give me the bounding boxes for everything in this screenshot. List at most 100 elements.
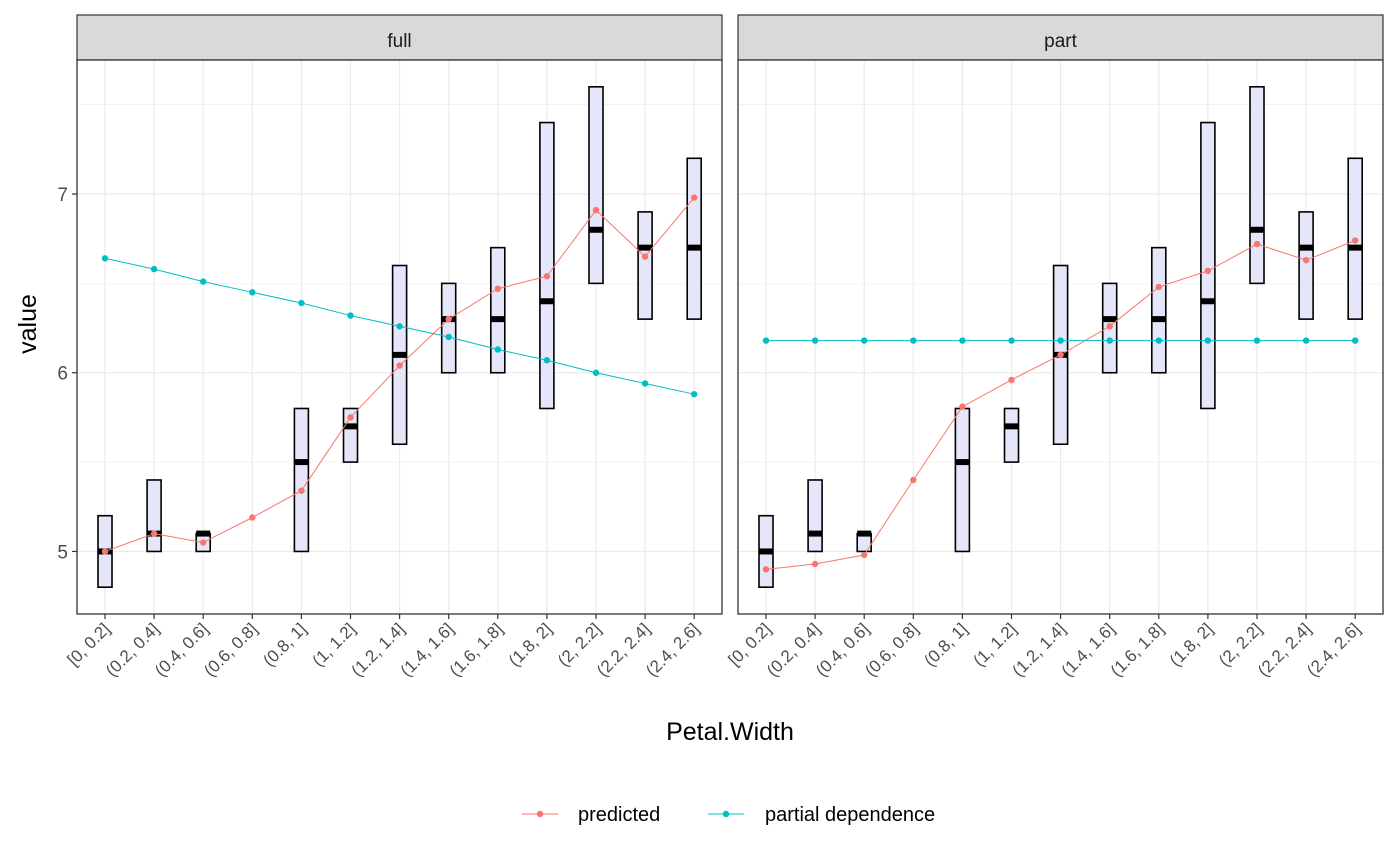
range-box	[954, 407, 971, 553]
x-tick-label: (2.4, 2.6]	[642, 619, 703, 680]
x-tick-label: (1.4, 1.6]	[1058, 619, 1119, 680]
range-box	[539, 121, 555, 410]
y-tick-label: 7	[57, 185, 68, 206]
x-tick-label: (2.4, 2.6]	[1303, 619, 1364, 680]
data-point-partial-dependence	[1204, 337, 1212, 344]
x-tick-label: (1.4, 1.6]	[397, 619, 458, 680]
data-point-partial-dependence	[101, 255, 109, 262]
range-box	[1151, 246, 1167, 374]
y-axis-title: value	[14, 294, 42, 354]
data-point-partial-dependence	[249, 289, 256, 296]
data-point-predicted	[910, 476, 917, 484]
x-axis-title: Petal.Width	[666, 718, 794, 746]
data-point-predicted	[494, 285, 501, 292]
data-point-predicted	[691, 194, 698, 201]
data-point-partial-dependence	[861, 337, 868, 344]
data-point-partial-dependence	[347, 312, 354, 319]
data-point-partial-dependence	[1008, 337, 1015, 344]
data-point-predicted	[150, 530, 158, 537]
facet-label: full	[387, 31, 411, 52]
legend-item: predicted	[522, 804, 660, 826]
data-point-partial-dependence	[691, 390, 698, 398]
range-box	[1003, 407, 1020, 463]
data-point-predicted	[1253, 240, 1261, 248]
data-point-partial-dependence	[494, 346, 501, 353]
data-point-predicted	[959, 403, 966, 410]
data-point-partial-dependence	[150, 265, 158, 273]
facet-strip	[76, 14, 723, 61]
range-box	[146, 479, 162, 553]
data-point-predicted	[200, 539, 207, 546]
data-point-partial-dependence	[762, 337, 770, 344]
data-point-predicted	[592, 206, 600, 214]
data-point-partial-dependence	[396, 323, 403, 330]
x-tick-label: (1.2, 1.4]	[1009, 619, 1070, 680]
range-box	[293, 407, 310, 553]
range-box	[1298, 211, 1314, 320]
data-point-predicted	[1008, 376, 1015, 384]
x-tick-label: (1.8, 2]	[1166, 619, 1217, 670]
data-point-partial-dependence	[1106, 337, 1113, 344]
legend-key-point	[722, 810, 730, 818]
range-box	[440, 282, 457, 374]
legend-label: partial dependence	[765, 804, 935, 826]
data-point-partial-dependence	[1302, 337, 1310, 344]
data-point-partial-dependence	[1352, 337, 1359, 344]
data-point-predicted	[1106, 323, 1113, 330]
facet-strip	[737, 14, 1384, 61]
data-point-predicted	[396, 362, 403, 369]
range-box	[637, 211, 653, 320]
x-tick-label: (0.6, 0.8]	[200, 619, 261, 680]
data-point-partial-dependence	[543, 357, 551, 364]
data-point-predicted	[1352, 237, 1359, 244]
range-box	[807, 479, 823, 553]
data-point-partial-dependence	[910, 337, 917, 344]
data-point-predicted	[543, 273, 551, 280]
x-tick-label: (0.2, 0.4]	[102, 619, 163, 680]
data-point-predicted	[445, 315, 452, 323]
data-point-predicted	[1155, 283, 1163, 291]
data-point-predicted	[101, 548, 109, 555]
data-point-predicted	[1302, 256, 1310, 264]
x-tick-label: (2.2, 2.4]	[593, 619, 654, 680]
x-tick-label: (2.2, 2.4]	[1254, 619, 1315, 680]
x-tick-label: (1.6, 1.8]	[446, 619, 507, 680]
data-point-predicted	[861, 551, 868, 559]
data-point-partial-dependence	[200, 278, 207, 285]
range-box	[1200, 121, 1216, 410]
x-tick-label: (1.6, 1.8]	[1107, 619, 1168, 680]
x-tick-label: (0.4, 0.6]	[812, 619, 873, 680]
legend-key-point	[536, 810, 544, 818]
data-point-partial-dependence	[1253, 337, 1261, 344]
x-tick-label: (1.2, 1.4]	[348, 619, 409, 680]
y-tick-label: 5	[57, 542, 68, 563]
x-tick-label: (0.8, 1]	[920, 619, 971, 670]
data-point-partial-dependence	[1057, 337, 1064, 344]
x-tick-label: (0.8, 1]	[259, 619, 310, 670]
x-tick-label: (0.4, 0.6]	[151, 619, 212, 680]
range-box	[686, 157, 703, 320]
data-point-predicted	[811, 560, 819, 568]
data-point-predicted	[347, 414, 354, 421]
data-point-predicted	[249, 514, 256, 521]
y-tick-label: 6	[57, 364, 68, 385]
x-tick-label: (0.2, 0.4]	[763, 619, 824, 680]
data-point-predicted	[762, 566, 770, 573]
x-tick-label: (1.8, 2]	[505, 619, 556, 670]
data-point-partial-dependence	[298, 299, 305, 307]
data-point-partial-dependence	[959, 337, 966, 344]
panel-part: part[0, 0.2](0.2, 0.4](0.4, 0.6](0.6, 0.…	[725, 14, 1384, 680]
range-box	[489, 246, 506, 374]
legend-item: partial dependence	[708, 804, 935, 826]
data-point-predicted	[641, 253, 649, 260]
data-point-partial-dependence	[445, 333, 452, 341]
legend: predicted partial dependence	[522, 804, 935, 826]
range-box	[1249, 86, 1265, 285]
data-point-partial-dependence	[592, 369, 600, 376]
facet-label: part	[1044, 31, 1077, 52]
data-point-partial-dependence	[1155, 337, 1163, 344]
data-point-partial-dependence	[811, 337, 819, 344]
